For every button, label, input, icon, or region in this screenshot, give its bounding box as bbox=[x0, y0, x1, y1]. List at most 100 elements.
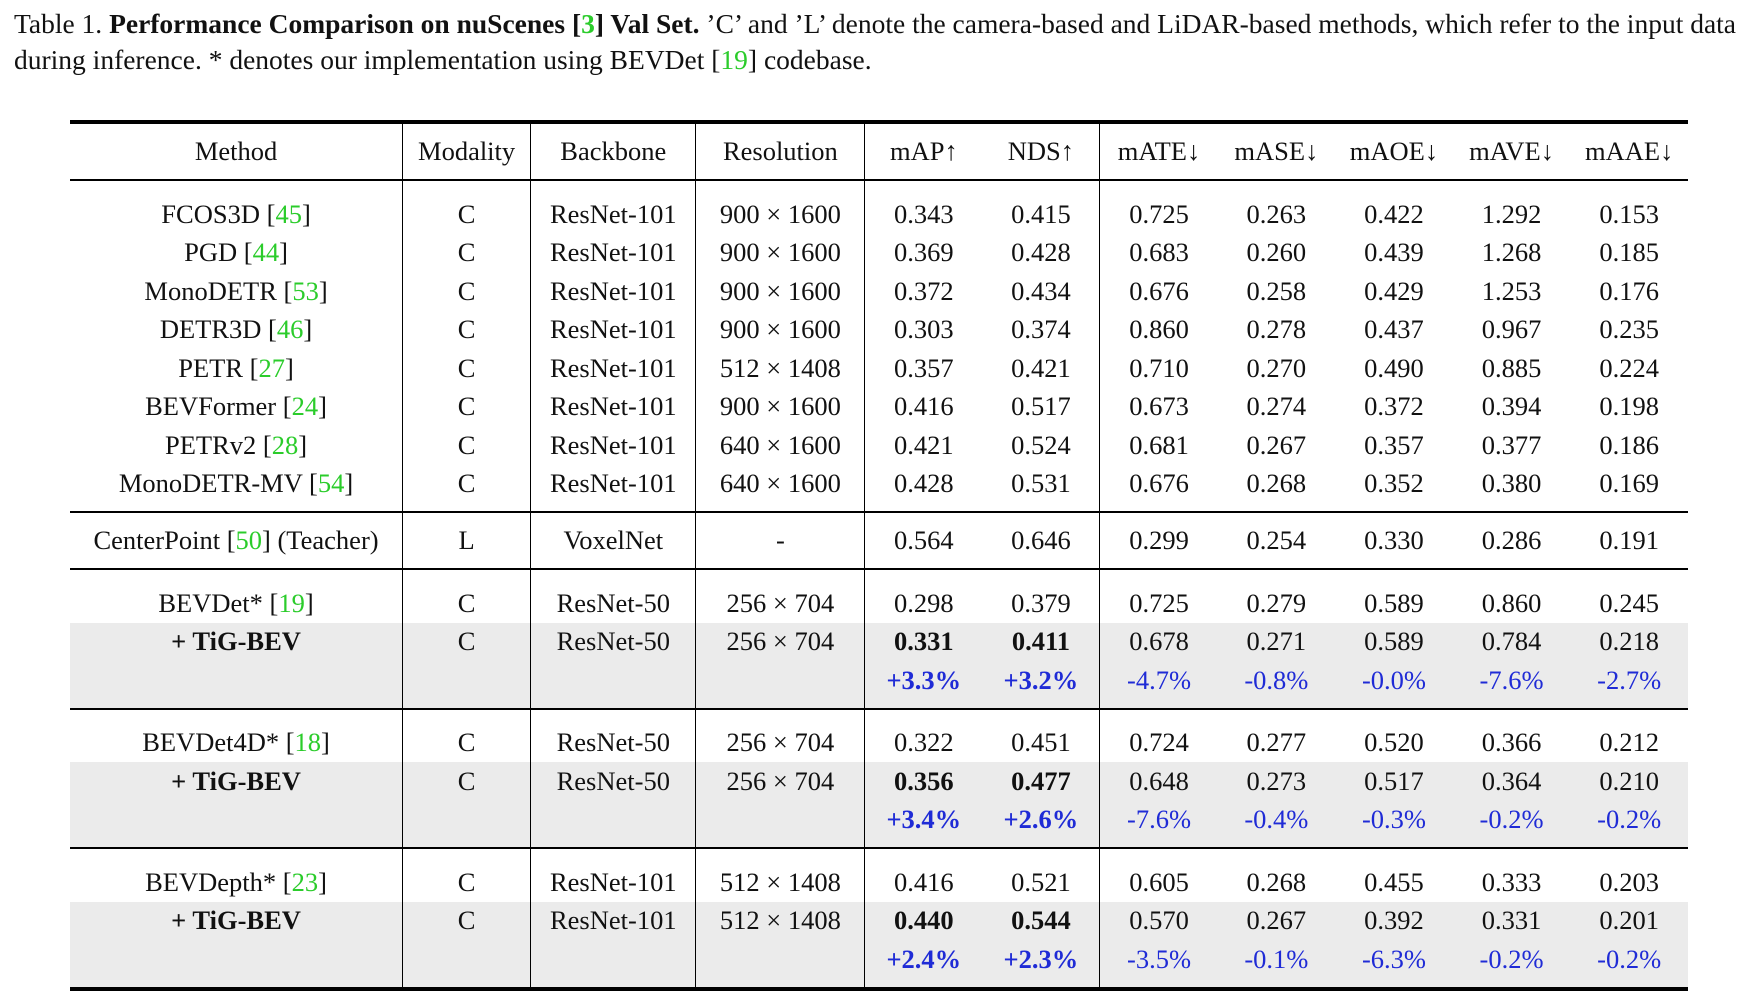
resolution-cell: 900 × 1600 bbox=[695, 272, 865, 311]
method-name: PETRv2 bbox=[164, 429, 257, 460]
method-citation[interactable]: 44 bbox=[252, 237, 280, 268]
modality-cell: C bbox=[402, 901, 531, 940]
resolution-cell: 512 × 1408 bbox=[695, 848, 865, 902]
table-row: PETR [27] C ResNet-101 512 × 1408 0.357 0.421… bbox=[70, 349, 1688, 388]
metric-maae-cell: 0.210 bbox=[1570, 762, 1688, 801]
resolution-cell: 640 × 1600 bbox=[695, 426, 865, 465]
metric-mase-cell: 0.254 bbox=[1246, 525, 1307, 555]
metric-mase-cell: 0.277 bbox=[1246, 727, 1307, 758]
method-citation[interactable]: 27 bbox=[258, 352, 285, 383]
metric-mate-cell: 0.676 bbox=[1099, 464, 1218, 512]
teacher-row: CenterPoint [50] (Teacher) L VoxelNet -0.56… bbox=[70, 512, 1688, 569]
method-citation[interactable]: 45 bbox=[275, 198, 302, 229]
metric-nds-cell: 0.451 bbox=[1011, 727, 1071, 758]
method-cell: BEVDepth* [23] bbox=[145, 866, 327, 897]
backbone-cell: ResNet-50 bbox=[530, 622, 696, 661]
metric-maae-cell: 0.176 bbox=[1599, 275, 1659, 306]
metric-nds-cell: 0.434 bbox=[1011, 275, 1071, 306]
empty-cell bbox=[402, 800, 531, 848]
backbone-cell: ResNet-101 bbox=[530, 901, 696, 940]
method-name: MonoDETR bbox=[144, 275, 277, 306]
method-citation[interactable]: 54 bbox=[317, 468, 345, 499]
metric-mase-cell: 0.258 bbox=[1246, 275, 1307, 306]
backbone-cell: ResNet-101 bbox=[530, 310, 696, 349]
delta-mase-cell: -0.8% bbox=[1217, 661, 1336, 709]
metric-maae-cell: 0.185 bbox=[1599, 237, 1659, 268]
delta-nds-cell: +3.2% bbox=[982, 661, 1100, 709]
metric-map-cell: 0.440 bbox=[864, 901, 983, 940]
metric-mate-cell: 0.299 bbox=[1099, 512, 1218, 569]
backbone-cell: ResNet-101 bbox=[530, 464, 696, 512]
empty-cell bbox=[402, 940, 531, 989]
empty-cell bbox=[695, 800, 865, 848]
metric-mave-cell: 0.860 bbox=[1481, 587, 1542, 618]
metric-mase-cell: 0.267 bbox=[1217, 901, 1336, 940]
metric-mave-cell: 0.784 bbox=[1452, 622, 1571, 661]
modality-cell: C bbox=[402, 233, 531, 272]
delta-nds-cell: +2.3% bbox=[982, 940, 1100, 989]
method-citation[interactable]: 46 bbox=[276, 314, 304, 345]
modality-cell: C bbox=[402, 310, 531, 349]
metric-mate-cell: 0.724 bbox=[1099, 708, 1218, 762]
metric-mate-cell: 0.860 bbox=[1099, 310, 1218, 349]
metric-maae-cell: 0.201 bbox=[1570, 901, 1688, 940]
table-row: MonoDETR-MV [54] C ResNet-101 640 × 1600 0.4… bbox=[70, 464, 1688, 512]
delta-mate-cell: -7.6% bbox=[1099, 800, 1218, 848]
metric-mase-cell: 0.270 bbox=[1246, 352, 1307, 383]
empty-cell bbox=[695, 940, 865, 989]
method-citation[interactable]: 23 bbox=[291, 866, 319, 897]
metric-map-cell: 0.331 bbox=[864, 622, 983, 661]
resolution-cell: 900 × 1600 bbox=[695, 310, 865, 349]
method-cell: PGD [44] bbox=[184, 237, 288, 268]
metric-nds-cell: 0.411 bbox=[982, 622, 1100, 661]
caption-text-citation[interactable]: 19 bbox=[720, 44, 748, 75]
metric-maoe-cell: 0.392 bbox=[1335, 901, 1453, 940]
metric-maae-cell: 0.186 bbox=[1599, 429, 1659, 460]
caption-text: ’C’ and ’L’ denote the camera-based and … bbox=[14, 8, 1737, 75]
metric-mase-cell: 0.267 bbox=[1246, 429, 1307, 460]
modality-cell: C bbox=[402, 349, 531, 388]
delta-map-cell: +2.4% bbox=[864, 940, 983, 989]
backbone-cell: ResNet-50 bbox=[530, 708, 696, 762]
metric-map-cell: 0.564 bbox=[864, 512, 983, 569]
header-modality: Modality bbox=[402, 122, 531, 180]
table-row: BEVFormer [24] C ResNet-101 900 × 1600 0.416… bbox=[70, 387, 1688, 426]
method-citation[interactable]: 53 bbox=[292, 275, 319, 306]
method-citation[interactable]: 24 bbox=[291, 391, 319, 422]
method-citation[interactable]: 19 bbox=[278, 587, 305, 618]
resolution-cell: 900 × 1600 bbox=[695, 180, 865, 234]
table-row: DETR3D [46] C ResNet-101 900 × 1600 0.303 0.3… bbox=[70, 310, 1688, 349]
method-name: PETR bbox=[178, 352, 244, 383]
modality-cell: C bbox=[402, 426, 531, 465]
baseline-row: BEVDet4D* [18] C ResNet-50 256 × 704 0.322 0.… bbox=[70, 708, 1688, 762]
resolution-cell: 256 × 704 bbox=[695, 708, 865, 762]
backbone-cell: ResNet-101 bbox=[530, 426, 696, 465]
metric-nds-cell: 0.379 bbox=[1011, 587, 1071, 618]
metric-mase-cell: 0.263 bbox=[1246, 198, 1307, 229]
backbone-cell: ResNet-50 bbox=[530, 569, 696, 623]
method-citation[interactable]: 50 bbox=[235, 525, 263, 555]
metric-mate-cell: 0.605 bbox=[1099, 848, 1218, 902]
metric-maae-cell: 0.203 bbox=[1599, 866, 1659, 897]
modality-cell: C bbox=[402, 272, 531, 311]
method-citation[interactable]: 18 bbox=[294, 727, 322, 758]
resolution-cell: 900 × 1600 bbox=[695, 233, 865, 272]
metric-maae-cell: 0.235 bbox=[1599, 314, 1659, 345]
modality-cell: C bbox=[402, 708, 531, 762]
caption-title-citation[interactable]: 3 bbox=[581, 8, 595, 39]
table-caption: Table 1. Performance Comparison on nuSce… bbox=[14, 6, 1738, 78]
metric-mave-cell: 0.333 bbox=[1481, 866, 1542, 897]
method-cell: BEVDet* [19] bbox=[158, 587, 314, 618]
resolution-cell: 256 × 704 bbox=[695, 762, 865, 801]
metric-maoe-cell: 0.589 bbox=[1335, 622, 1453, 661]
metric-nds-cell: 0.524 bbox=[1011, 429, 1071, 460]
empty-cell bbox=[530, 661, 696, 709]
metric-mave-cell: 0.394 bbox=[1481, 391, 1542, 422]
method-citation[interactable]: 28 bbox=[271, 429, 299, 460]
results-table: Method Modality Backbone Resolution mAP↑… bbox=[70, 120, 1688, 991]
method-cell: MonoDETR [53] bbox=[144, 275, 328, 306]
baseline-row: BEVDet* [19] C ResNet-50 256 × 704 0.298 0.37… bbox=[70, 569, 1688, 623]
metric-maoe-cell: 0.372 bbox=[1364, 391, 1424, 422]
metric-maoe-cell: 0.429 bbox=[1364, 275, 1424, 306]
delta-mave-cell: -0.2% bbox=[1452, 800, 1571, 848]
